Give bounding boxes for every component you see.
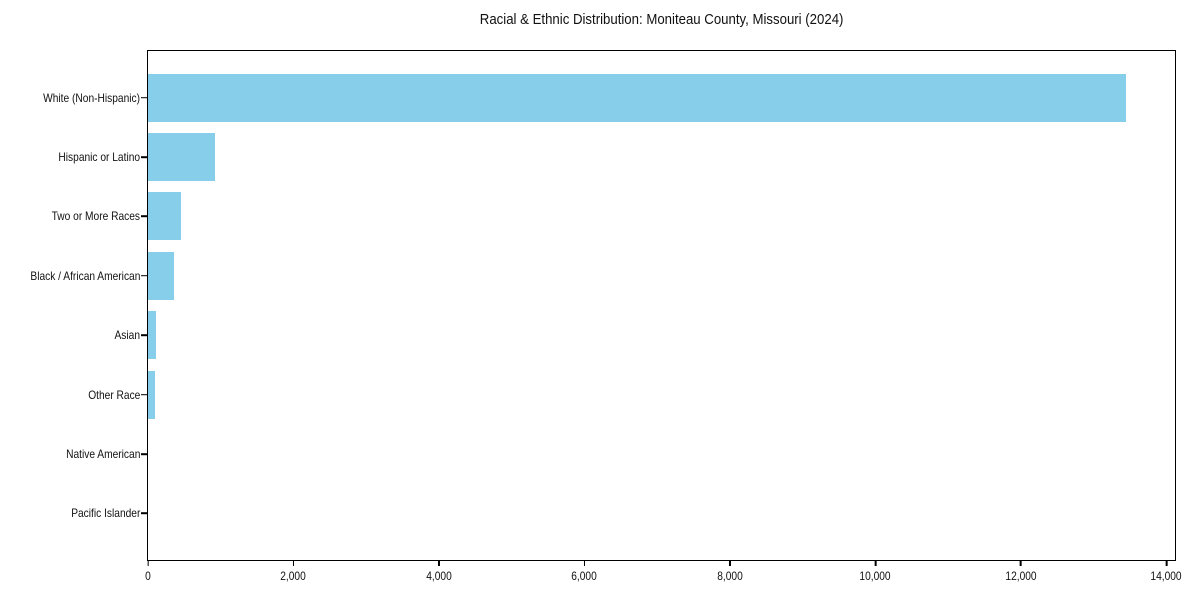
y-tick-mark xyxy=(141,215,147,218)
x-tick-mark xyxy=(438,560,440,566)
x-tick-label-text: 8,000 xyxy=(717,568,743,583)
x-tick-mark xyxy=(583,560,586,566)
x-tick-label: 6,000 xyxy=(569,569,599,583)
x-tick-label-text: 4,000 xyxy=(426,568,452,583)
bar-row: Black / African American xyxy=(30,246,1175,305)
bar-row: Asian xyxy=(114,306,1175,365)
category-label: Other Race xyxy=(79,388,140,402)
chart-title: Racial & Ethnic Distribution: Moniteau C… xyxy=(147,11,1176,28)
x-tick-mark xyxy=(292,560,295,566)
x-tick-mark xyxy=(729,560,731,566)
category-label-text: Two or More Races xyxy=(51,209,140,224)
x-tick-label: 2,000 xyxy=(278,569,308,583)
x-tick-label: 10,000 xyxy=(857,569,894,583)
bar-rows: White (Non-Hispanic) Hispanic or Latino Tw… xyxy=(30,68,1175,543)
x-tick-label: 8,000 xyxy=(715,569,745,583)
category-label: White (Non-Hispanic) xyxy=(26,91,140,105)
y-tick-mark xyxy=(141,512,147,515)
x-tick-mark xyxy=(874,560,877,566)
x-tick-label-text: 12,000 xyxy=(1005,568,1037,583)
x-tick-label-text: 0 xyxy=(145,568,151,583)
bar xyxy=(148,251,175,300)
x-tick: 12,000 xyxy=(1003,560,1040,583)
category-label-text: Pacific Islander xyxy=(70,506,140,521)
x-tick-label: 14,000 xyxy=(1148,569,1185,583)
x-tick: 6,000 xyxy=(569,560,599,583)
y-tick-mark xyxy=(141,156,147,158)
y-tick-mark xyxy=(141,96,147,99)
y-tick-mark xyxy=(141,393,147,396)
chart-title-text: Racial & Ethnic Distribution: Moniteau C… xyxy=(479,11,844,28)
bar-row: Two or More Races xyxy=(52,187,1175,246)
category-label: Two or More Races xyxy=(36,209,140,223)
bar xyxy=(148,73,1126,122)
x-axis-ticks: 0 2,000 4,000 6,000 8,000 10,000 12,000 14,000 xyxy=(145,560,1182,594)
x-tick: 0 xyxy=(145,560,152,583)
category-label: Hispanic or Latino xyxy=(44,150,140,164)
category-label: Native American xyxy=(53,447,140,461)
category-label-text: White (Non-Hispanic) xyxy=(43,90,140,105)
category-label-text: Native American xyxy=(65,446,140,461)
x-tick-mark xyxy=(147,560,149,566)
x-tick-label-text: 2,000 xyxy=(280,568,307,583)
x-tick-label: 0 xyxy=(145,569,152,583)
x-tick: 2,000 xyxy=(278,560,308,583)
x-tick-label-text: 10,000 xyxy=(859,568,892,583)
bar xyxy=(148,370,155,419)
category-label-text: Black / African American xyxy=(30,268,140,283)
x-tick: 4,000 xyxy=(424,560,454,583)
bar-row: Other Race xyxy=(88,365,1175,424)
x-tick-mark xyxy=(1020,560,1022,566)
bar xyxy=(148,192,182,241)
x-tick: 10,000 xyxy=(857,560,894,583)
x-tick: 14,000 xyxy=(1148,560,1185,583)
y-tick-mark xyxy=(141,334,147,336)
bar xyxy=(148,311,157,360)
bar xyxy=(148,133,215,182)
category-label-text: Hispanic or Latino xyxy=(58,150,140,165)
x-tick-mark xyxy=(1165,560,1168,566)
x-tick-label-text: 14,000 xyxy=(1150,568,1183,583)
x-tick-label: 12,000 xyxy=(1003,569,1040,583)
bar-row: White (Non-Hispanic) xyxy=(43,68,1175,127)
category-label-text: Other Race xyxy=(87,387,140,402)
y-tick-mark xyxy=(141,275,147,277)
x-tick-label-text: 6,000 xyxy=(571,568,598,583)
x-tick: 8,000 xyxy=(715,560,745,583)
bar-row: Native American xyxy=(66,424,1175,483)
category-label-text: Asian xyxy=(114,328,140,343)
x-tick-label: 4,000 xyxy=(424,569,454,583)
y-tick-mark xyxy=(141,453,147,455)
bar-row: Pacific Islander xyxy=(71,484,1175,543)
category-label: Pacific Islander xyxy=(59,506,140,520)
bar-row: Hispanic or Latino xyxy=(58,127,1175,186)
category-label: Black / African American xyxy=(11,269,140,283)
category-label: Asian xyxy=(110,328,140,342)
plot-area: White (Non-Hispanic) Hispanic or Latino Tw… xyxy=(30,50,1182,583)
